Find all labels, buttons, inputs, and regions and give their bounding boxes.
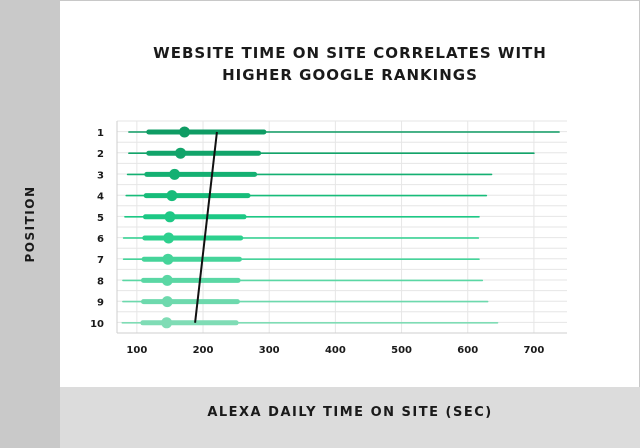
- x-tick-label: 600: [457, 345, 478, 356]
- x-tick-label: 400: [325, 345, 346, 356]
- y-tick-label: 5: [97, 213, 104, 224]
- y-tick-label: 2: [97, 149, 104, 160]
- x-tick-label: 300: [259, 345, 280, 356]
- median-point: [161, 274, 173, 286]
- x-tick-label: 100: [126, 345, 147, 356]
- x-axis-label: ALEXA DAILY TIME ON SITE (SEC): [207, 405, 493, 420]
- x-tick-label: 500: [391, 345, 412, 356]
- x-axis-band: [60, 387, 640, 448]
- median-point: [161, 296, 173, 308]
- median-point: [164, 211, 176, 223]
- y-tick-label: 4: [97, 192, 104, 203]
- median-point: [169, 168, 181, 180]
- chart-title-line-2: HIGHER GOOGLE RANKINGS: [222, 66, 478, 84]
- y-tick-label: 3: [97, 170, 104, 181]
- median-point: [166, 190, 178, 202]
- median-point: [161, 317, 173, 329]
- chart-title: WEBSITE TIME ON SITE CORRELATES WITH HIG…: [60, 42, 640, 86]
- chart-title-line-1: WEBSITE TIME ON SITE CORRELATES WITH: [153, 44, 547, 62]
- y-axis-band: [0, 0, 60, 448]
- median-point: [175, 147, 187, 159]
- median-point: [163, 232, 175, 244]
- y-tick-label: 8: [97, 276, 104, 287]
- median-point: [162, 253, 174, 265]
- y-tick-label: 9: [97, 298, 104, 309]
- x-tick-label: 200: [193, 345, 214, 356]
- x-tick-label: 700: [523, 345, 544, 356]
- y-tick-label: 1: [97, 128, 104, 139]
- trend-line: [194, 131, 218, 323]
- y-tick-label: 7: [97, 255, 104, 266]
- median-point: [179, 126, 190, 138]
- y-tick-label: 6: [97, 234, 104, 245]
- y-tick-label: 10: [90, 319, 104, 330]
